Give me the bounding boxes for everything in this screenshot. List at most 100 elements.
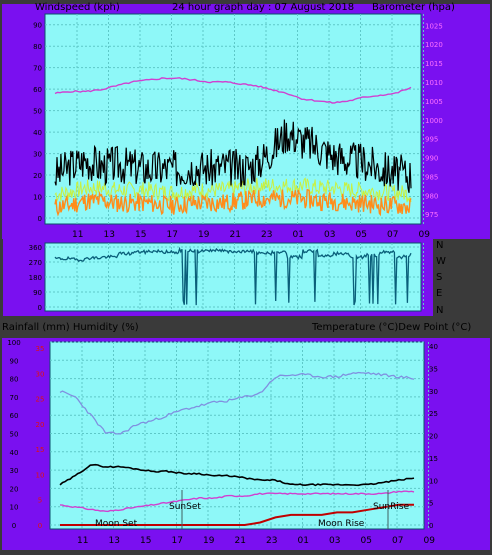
dew-point-series <box>59 490 415 513</box>
x-tick-label: 17 <box>172 536 183 546</box>
x-tick-label: 15 <box>135 230 146 240</box>
humidity-tick-label: 70 <box>10 394 19 402</box>
humidity-tick-label: 40 <box>10 449 19 457</box>
y2-tick-label: 975 <box>425 211 438 219</box>
y2-tick-label: 1005 <box>425 98 443 106</box>
x-tick-label: 07 <box>387 230 398 240</box>
x-tick-label: 11 <box>72 230 83 240</box>
sunrise-label: SunRise <box>373 502 410 512</box>
y2-tick-label: 1025 <box>425 22 443 30</box>
y-tick-label: 90 <box>33 22 42 30</box>
y-tick-label: 50 <box>33 108 42 116</box>
y-tick-label: 270 <box>29 259 42 267</box>
sunset-label: SunSet <box>169 502 201 512</box>
moon-rise-label: Moon Rise <box>318 519 365 529</box>
wind-gust-series <box>54 119 412 193</box>
x-tick-label: 23 <box>261 230 272 240</box>
y-tick-label: 80 <box>33 43 42 51</box>
temperature-tick-label: 35 <box>429 365 438 373</box>
temperature-tick-label: 0 <box>429 522 433 530</box>
rain-tick-label: 30 <box>36 370 45 378</box>
temperature-dewpoint-header: Temperature (°C)Dew Point (°C) <box>311 322 471 333</box>
x-tick-label: 09 <box>419 230 431 240</box>
x-tick-label: 19 <box>198 230 210 240</box>
y-tick-label: 30 <box>33 151 42 159</box>
x-tick-label: 23 <box>266 536 277 546</box>
temperature-tick-label: 40 <box>429 343 438 351</box>
humidity-tick-label: 30 <box>10 467 19 475</box>
barometer-series <box>54 77 412 104</box>
rain-tick-label: 0 <box>38 522 42 530</box>
graph-title: 24 hour graph day : 07 August 2018 <box>172 2 354 13</box>
temp-plot-area <box>49 341 425 530</box>
temperature-tick-label: 20 <box>429 433 438 441</box>
y2-tick-label: 995 <box>425 136 438 144</box>
humidity-tick-label: 10 <box>10 504 19 512</box>
humidity-tick-label: 100 <box>7 339 20 347</box>
rain-tick-label: 35 <box>36 345 45 353</box>
y-tick-label: 0 <box>38 215 42 223</box>
wind-average-series <box>54 189 412 217</box>
temperature-tick-label: 5 <box>429 500 433 508</box>
rain-tick-label: 25 <box>36 396 45 404</box>
y-tick-label: 60 <box>33 86 42 94</box>
humidity-tick-label: 0 <box>12 522 16 530</box>
x-tick-label: 17 <box>167 230 178 240</box>
rain-tick-label: 10 <box>36 471 45 479</box>
y-tick-label: 20 <box>33 172 42 180</box>
x-tick-label: 09 <box>424 536 436 546</box>
x-tick-label: 03 <box>324 230 335 240</box>
y2-tick-label: 980 <box>425 192 438 200</box>
y2-tick-label: 1010 <box>425 79 443 87</box>
y2-tick-label: 985 <box>425 173 438 181</box>
humidity-tick-label: 60 <box>10 412 19 420</box>
wind-direction-series <box>54 246 412 306</box>
rainfall-humidity-header: Rainfall (mm) Humidity (%) <box>2 322 139 333</box>
y2-tick-label: 1015 <box>425 60 443 68</box>
x-tick-label: 11 <box>77 536 88 546</box>
y-tick-label: 10 <box>33 194 42 202</box>
x-tick-label: 13 <box>109 536 120 546</box>
x-tick-label: 15 <box>140 536 151 546</box>
temperature-tick-label: 30 <box>429 388 438 396</box>
x-tick-label: 01 <box>298 536 309 546</box>
y2-tick-label: 1020 <box>425 41 443 49</box>
rain-tick-label: 15 <box>36 446 45 454</box>
direction-label-s: S <box>436 272 442 283</box>
wind-light-series <box>54 177 412 203</box>
x-tick-label: 13 <box>104 230 115 240</box>
humidity-tick-label: 80 <box>10 376 19 384</box>
rain-tick-label: 5 <box>38 497 42 505</box>
x-tick-label: 01 <box>293 230 304 240</box>
direction-label-n-top: N <box>436 240 443 251</box>
y-tick-label: 90 <box>33 289 42 297</box>
y-tick-label: 180 <box>29 274 42 282</box>
y-tick-label: 360 <box>29 244 42 252</box>
x-tick-label: 07 <box>392 536 403 546</box>
direction-label-n-bottom: N <box>436 305 443 316</box>
temperature-series <box>59 463 415 487</box>
x-tick-label: 21 <box>230 230 241 240</box>
y-tick-label: 40 <box>33 129 42 137</box>
x-tick-label: 21 <box>235 536 246 546</box>
x-tick-label: 05 <box>356 230 367 240</box>
rainfall-series <box>60 503 414 526</box>
y2-tick-label: 990 <box>425 155 438 163</box>
x-tick-label: 03 <box>329 536 340 546</box>
rain-tick-label: 20 <box>36 421 45 429</box>
direction-label-w: W <box>436 256 446 267</box>
humidity-tick-label: 90 <box>10 357 19 365</box>
x-tick-label: 19 <box>203 536 215 546</box>
temperature-tick-label: 25 <box>429 410 438 418</box>
y-tick-label: 0 <box>38 304 42 312</box>
humidity-series <box>59 371 415 435</box>
x-tick-label: 05 <box>361 536 372 546</box>
y-tick-label: 70 <box>33 65 42 73</box>
y2-tick-label: 1000 <box>425 117 443 125</box>
temperature-tick-label: 10 <box>429 477 438 485</box>
moon-set-label: Moon Set <box>95 519 138 529</box>
windspeed-header: Windspeed (kph) <box>35 2 120 13</box>
temperature-tick-label: 15 <box>429 455 438 463</box>
humidity-tick-label: 20 <box>10 485 19 493</box>
